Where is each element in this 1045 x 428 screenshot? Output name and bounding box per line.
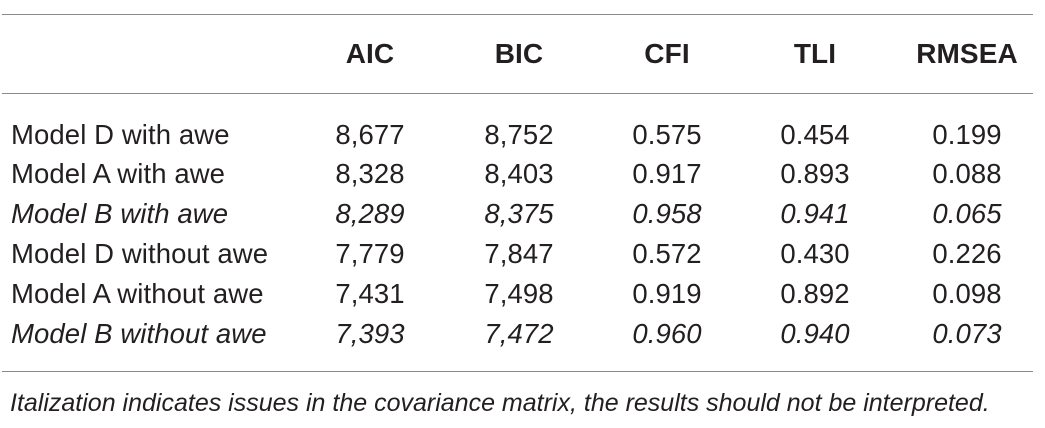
model-fit-table: AIC BIC CFI TLI RMSEA Model D with awe 8… bbox=[0, 0, 1045, 354]
rmsea-cell: 0.065 bbox=[932, 198, 1002, 229]
model-name-cell: Model D with awe bbox=[11, 118, 230, 150]
table-header-row: AIC BIC CFI TLI RMSEA bbox=[0, 0, 1045, 94]
table-row: Model A with awe 8,328 8,403 0.917 0.893… bbox=[0, 154, 1045, 194]
model-name-cell: Model B without awe bbox=[11, 318, 267, 349]
tli-cell: 0.430 bbox=[780, 238, 850, 269]
tli-cell: 0.940 bbox=[780, 318, 850, 349]
tli-cell: 0.893 bbox=[780, 158, 850, 189]
table-top-rule bbox=[2, 14, 1033, 15]
column-header-rmsea: RMSEA bbox=[916, 38, 1018, 69]
aic-cell: 7,779 bbox=[335, 238, 405, 269]
cfi-cell: 0.917 bbox=[632, 158, 702, 189]
bic-cell: 7,847 bbox=[484, 238, 554, 269]
table-header-rule bbox=[2, 93, 1033, 94]
rmsea-cell: 0.226 bbox=[932, 238, 1002, 269]
table-bottom-rule bbox=[2, 371, 1033, 372]
model-name-cell: Model B with awe bbox=[11, 198, 229, 229]
table-row: Model B with awe 8,289 8,375 0.958 0.941… bbox=[0, 194, 1045, 234]
model-name-cell: Model A without awe bbox=[11, 278, 264, 309]
bic-cell: 7,472 bbox=[484, 318, 554, 349]
model-name-cell: Model A with awe bbox=[11, 158, 226, 189]
cfi-cell: 0.572 bbox=[632, 238, 702, 269]
aic-cell: 8,328 bbox=[335, 158, 405, 189]
cfi-cell: 0.958 bbox=[632, 198, 702, 229]
cfi-cell: 0.575 bbox=[632, 118, 702, 150]
column-header-tli: TLI bbox=[793, 38, 837, 69]
rmsea-cell: 0.098 bbox=[932, 278, 1002, 309]
table-footnote: Italization indicates issues in the cova… bbox=[10, 389, 990, 417]
table-row: Model D with awe 8,677 8,752 0.575 0.454… bbox=[0, 94, 1045, 154]
bic-cell: 8,752 bbox=[484, 118, 554, 150]
bic-cell: 8,403 bbox=[484, 158, 554, 189]
table-row: Model D without awe 7,779 7,847 0.572 0.… bbox=[0, 234, 1045, 274]
column-header-model bbox=[0, 0, 295, 94]
bic-cell: 8,375 bbox=[484, 198, 554, 229]
aic-cell: 8,677 bbox=[335, 118, 405, 150]
table-row: Model A without awe 7,431 7,498 0.919 0.… bbox=[0, 274, 1045, 314]
model-name-cell: Model D without awe bbox=[11, 238, 269, 269]
cfi-cell: 0.960 bbox=[632, 318, 702, 349]
column-header-aic: AIC bbox=[345, 38, 395, 69]
column-header-bic: BIC bbox=[494, 38, 544, 69]
rmsea-cell: 0.199 bbox=[932, 118, 1002, 150]
cfi-cell: 0.919 bbox=[632, 278, 702, 309]
column-header-cfi: CFI bbox=[644, 38, 690, 69]
tli-cell: 0.941 bbox=[780, 198, 850, 229]
tli-cell: 0.454 bbox=[780, 118, 850, 150]
tli-cell: 0.892 bbox=[780, 278, 850, 309]
rmsea-cell: 0.073 bbox=[932, 318, 1002, 349]
aic-cell: 7,431 bbox=[335, 278, 405, 309]
rmsea-cell: 0.088 bbox=[932, 158, 1002, 189]
bic-cell: 7,498 bbox=[484, 278, 554, 309]
table-row: Model B without awe 7,393 7,472 0.960 0.… bbox=[0, 314, 1045, 354]
aic-cell: 8,289 bbox=[335, 198, 405, 229]
aic-cell: 7,393 bbox=[335, 318, 405, 349]
